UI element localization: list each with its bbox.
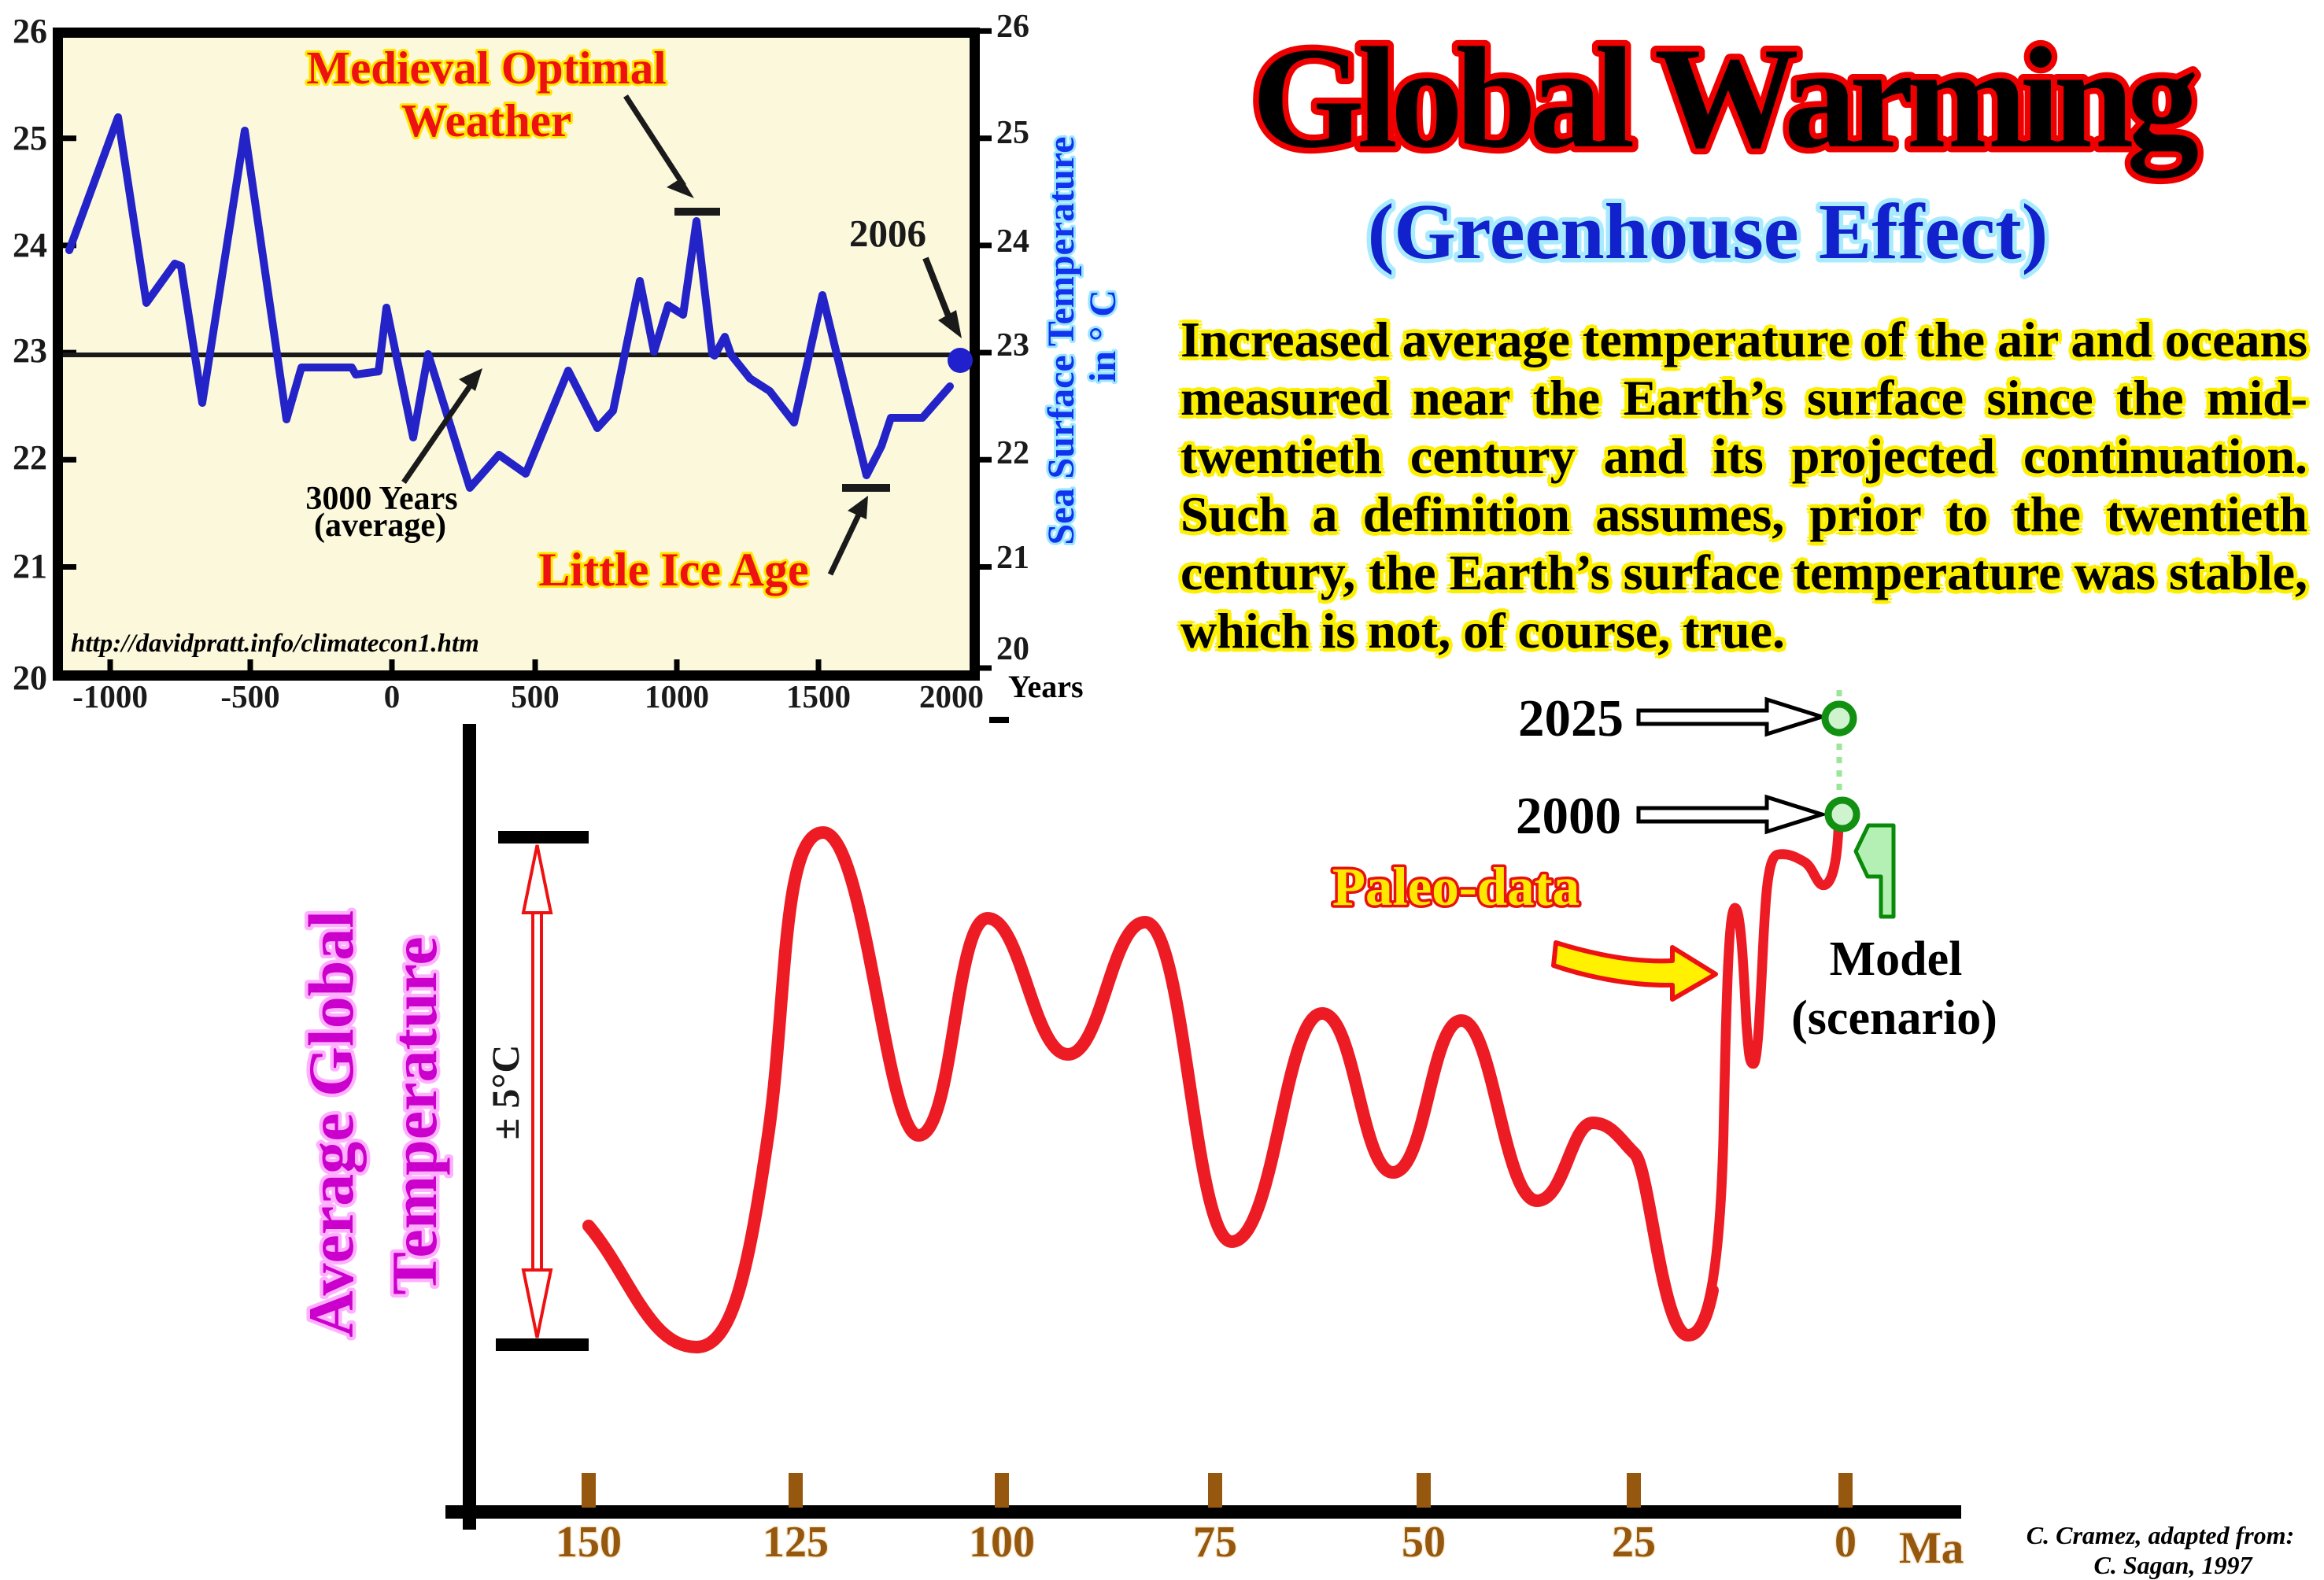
svg-text:23: 23	[13, 331, 47, 370]
svg-text:22: 22	[13, 438, 47, 477]
svg-text:Model: Model	[1830, 932, 1963, 986]
svg-text:-1000: -1000	[72, 678, 148, 714]
svg-text:21: 21	[996, 540, 1029, 576]
svg-text:25: 25	[1612, 1518, 1656, 1567]
svg-text:500: 500	[511, 678, 560, 714]
svg-text:-500: -500	[220, 678, 279, 714]
svg-text:(scenario): (scenario)	[1791, 991, 1997, 1045]
svg-text:22: 22	[996, 435, 1029, 471]
svg-text:2025: 2025	[1518, 689, 1624, 748]
svg-text:25: 25	[996, 115, 1029, 151]
svg-text:(Greenhouse Effect): (Greenhouse Effect)	[1368, 187, 2049, 275]
svg-text:(average): (average)	[314, 508, 446, 544]
svg-text:2000: 2000	[919, 678, 984, 714]
svg-text:23: 23	[996, 327, 1029, 364]
svg-text:Medieval Optimal: Medieval Optimal	[306, 42, 666, 94]
svg-text:Average Global Temperatu: Average Global Temperature	[295, 894, 450, 1337]
svg-text:24: 24	[13, 226, 47, 264]
svg-text:Sea Surface Temperature: Sea Surface Temperature in ° C	[1040, 127, 1124, 545]
svg-text:0: 0	[1834, 1518, 1857, 1567]
svg-text:1500: 1500	[786, 678, 851, 714]
svg-text:125: 125	[763, 1518, 829, 1567]
svg-text:± 5°C: ± 5°C	[483, 1044, 527, 1139]
svg-text:3000 Years: 3000 Years	[305, 481, 457, 517]
svg-text:25: 25	[13, 119, 47, 157]
svg-text:100: 100	[969, 1518, 1035, 1567]
svg-text:Little Ice Age: Little Ice Age	[538, 544, 808, 596]
svg-text:Years: Years	[1008, 669, 1084, 704]
svg-text:150: 150	[556, 1518, 622, 1567]
svg-text:24: 24	[996, 223, 1029, 260]
svg-text:26: 26	[13, 12, 47, 50]
svg-text:20: 20	[996, 631, 1029, 667]
svg-text:1000: 1000	[645, 678, 709, 714]
svg-text:2006: 2006	[849, 212, 926, 255]
svg-text:Global Warming: Global Warming	[1252, 17, 2199, 179]
svg-text:75: 75	[1193, 1518, 1237, 1567]
svg-text:Ma: Ma	[1899, 1523, 1964, 1573]
svg-text:C. Sagan, 1997: C. Sagan, 1997	[2094, 1551, 2254, 1579]
svg-text:Paleo-data: Paleo-data	[1332, 857, 1580, 917]
svg-text:26: 26	[996, 9, 1029, 45]
svg-text:21: 21	[13, 547, 47, 585]
svg-text:50: 50	[1402, 1518, 1446, 1567]
svg-text:0: 0	[384, 678, 401, 714]
svg-text:Weather: Weather	[401, 94, 571, 146]
svg-text:C. Cramez, adapted from:: C. Cramez, adapted from:	[2027, 1521, 2294, 1549]
svg-text:2000: 2000	[1516, 787, 1621, 845]
svg-text:http://davidpratt.info/climate: http://davidpratt.info/climatecon1.htm	[71, 629, 479, 658]
svg-text:20: 20	[13, 659, 47, 697]
